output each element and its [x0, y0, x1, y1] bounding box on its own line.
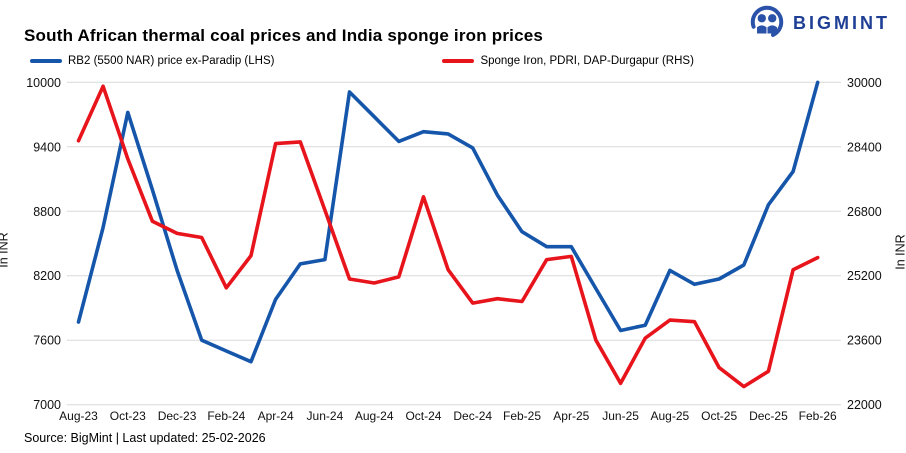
bigmint-logo-icon	[750, 5, 784, 39]
chart-title: South African thermal coal prices and In…	[24, 26, 544, 45]
legend-item-sponge-iron: Sponge Iron, PDRI, DAP-Durgapur (RHS)	[442, 55, 694, 67]
y-axis-tick-left: 7600	[33, 334, 61, 348]
y-axis-tick-right: 25200	[847, 269, 882, 283]
y-axis-tick-right: 23600	[847, 334, 882, 348]
series-line-sponge-iron	[76, 84, 820, 389]
x-axis-tick: Aug-23	[59, 409, 98, 423]
y-axis-tick-left: 10000	[26, 76, 61, 90]
y-axis-tick-left: 8800	[33, 205, 61, 219]
y-axis-tick-left: 8200	[33, 269, 61, 283]
x-axis-tick: Dec-23	[158, 409, 197, 423]
y-axis-tick-left: 9400	[33, 140, 61, 154]
x-axis-tick: Apr-25	[553, 409, 589, 423]
x-axis-tick: Jun-24	[307, 409, 344, 423]
x-axis-tick: Oct-24	[405, 409, 441, 423]
x-axis-tick: Feb-26	[799, 409, 837, 423]
x-axis-tick: Oct-23	[110, 409, 146, 423]
legend-label-sponge-iron: Sponge Iron, PDRI, DAP-Durgapur (RHS)	[480, 55, 694, 67]
x-axis-tick: Dec-25	[749, 409, 788, 423]
legend-swatch-blue	[30, 59, 62, 63]
chart-legend: RB2 (5500 NAR) price ex-Paradip (LHS) Sp…	[30, 55, 694, 67]
brand-logo: BIGMINT	[748, 4, 890, 42]
y-axis-tick-left: 7000	[33, 398, 61, 412]
x-axis-tick: Dec-24	[453, 409, 492, 423]
x-axis-tick: Aug-24	[355, 409, 394, 423]
x-axis-tick: Feb-24	[207, 409, 245, 423]
legend-label-rb2: RB2 (5500 NAR) price ex-Paradip (LHS)	[68, 55, 275, 67]
x-axis-tick: Feb-25	[503, 409, 541, 423]
source-note: Source: BigMint | Last updated: 25-02-20…	[24, 431, 266, 445]
y-axis-tick-right: 28400	[847, 140, 882, 154]
legend-swatch-red	[442, 59, 475, 63]
x-axis-tick: Jun-25	[602, 409, 639, 423]
x-axis-tick: Aug-25	[651, 409, 690, 423]
x-axis-tick: Apr-24	[258, 409, 294, 423]
y-axis-tick-right: 26800	[847, 205, 882, 219]
y-axis-tick-right: 22000	[847, 398, 882, 412]
series-line-rb2	[76, 80, 820, 364]
x-axis-tick: Oct-25	[701, 409, 737, 423]
legend-item-rb2: RB2 (5500 NAR) price ex-Paradip (LHS)	[30, 55, 274, 67]
brand-name: BIGMINT	[793, 12, 890, 33]
y-axis-tick-right: 30000	[847, 76, 882, 90]
